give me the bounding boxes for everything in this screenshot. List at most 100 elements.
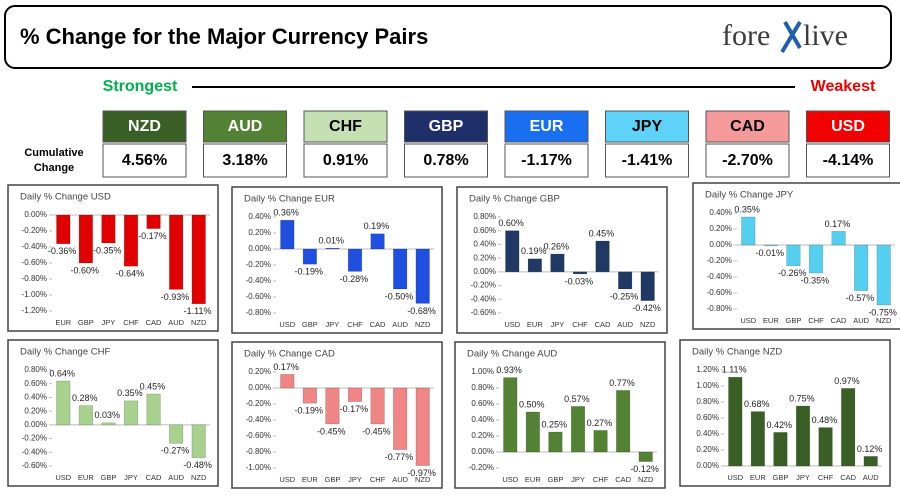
- data-label: 0.28%: [72, 393, 98, 403]
- x-tick-label: GBP: [548, 475, 564, 484]
- bar: [863, 456, 878, 467]
- x-tick-label: AUD: [392, 320, 408, 329]
- value-box: [303, 143, 388, 178]
- y-tick-label: 0.40%: [709, 208, 732, 217]
- currency-value: 0.78%: [423, 152, 468, 169]
- y-tick-label: 0.80%: [696, 397, 719, 406]
- x-tick-label: CHF: [123, 318, 139, 327]
- y-tick-label: -0.20%: [471, 281, 496, 290]
- chart-panel: Daily % Change CHF 0.80% 0.60% 0.40% 0.20% 0.…: [7, 339, 219, 487]
- currency-box: [102, 110, 187, 143]
- x-tick-label: EUR: [525, 475, 541, 484]
- y-tick-label: -0.60%: [22, 258, 47, 267]
- bar: [550, 253, 565, 273]
- bar: [763, 244, 778, 247]
- y-tick-label: 0.00%: [473, 267, 496, 276]
- bar: [325, 247, 340, 250]
- bar: [169, 214, 184, 290]
- x-tick-label: CAD: [595, 320, 611, 329]
- data-label: -0.35%: [93, 245, 122, 255]
- x-tick-label: NZD: [876, 316, 892, 325]
- logo-mark: [780, 20, 802, 54]
- bar: [572, 271, 588, 275]
- x-tick-label: NZD: [415, 475, 431, 484]
- y-tick-label: -0.40%: [22, 242, 47, 251]
- x-tick-label: JPY: [571, 475, 585, 484]
- data-label: -0.25%: [610, 291, 639, 301]
- bar: [525, 411, 540, 453]
- x-tick-label: CHF: [593, 475, 609, 484]
- data-label: -0.97%: [407, 468, 436, 478]
- chart-panel: Daily % Change NZD 1.20% 1.00% 0.80% 0.60% 0.…: [679, 339, 891, 487]
- currency-box: [806, 110, 890, 143]
- bar: [750, 411, 765, 467]
- y-tick-label: -0.80%: [246, 447, 271, 456]
- data-label: -0.68%: [407, 306, 436, 316]
- logo-left: fore: [722, 19, 770, 52]
- bar: [347, 248, 363, 272]
- x-tick-label: USD: [727, 473, 743, 482]
- x-tick-label: CAD: [615, 475, 631, 484]
- x-tick-label: USD: [279, 320, 295, 329]
- panel-frame: [7, 184, 219, 332]
- x-tick-label: CAD: [146, 473, 162, 482]
- x-tick-label: NZD: [191, 318, 207, 327]
- data-label: -0.42%: [632, 303, 661, 313]
- x-tick-label: JPY: [102, 318, 116, 327]
- chart-title: Daily % Change USD: [20, 192, 111, 203]
- currency-box: [605, 110, 689, 143]
- y-tick-label: -0.20%: [246, 260, 271, 269]
- data-label: -0.28%: [340, 274, 369, 284]
- bar: [808, 244, 824, 274]
- x-tick-label: EUR: [763, 316, 779, 325]
- x-tick-label: EUR: [750, 473, 766, 482]
- data-label: 0.50%: [519, 399, 545, 409]
- x-tick-label: AUD: [853, 316, 869, 325]
- x-tick-label: CAD: [831, 316, 847, 325]
- bar: [370, 233, 385, 250]
- currency-name: AUD: [228, 118, 263, 135]
- y-tick-label: 0.20%: [248, 367, 271, 376]
- data-label: 0.17%: [273, 362, 299, 372]
- x-tick-label: GBP: [773, 473, 789, 482]
- bar: [393, 248, 408, 290]
- y-tick-label: 0.40%: [696, 429, 719, 438]
- y-tick-label: 0.20%: [696, 445, 719, 454]
- x-tick-label: CHF: [818, 473, 834, 482]
- y-tick-label: -0.60%: [246, 431, 271, 440]
- bar: [78, 214, 93, 264]
- bar: [325, 387, 340, 425]
- y-tick-label: 0.00%: [696, 461, 719, 470]
- value-box: [806, 143, 890, 178]
- currency-name: GBP: [429, 118, 464, 135]
- x-tick-label: CAD: [840, 473, 856, 482]
- data-label: 0.19%: [521, 246, 547, 256]
- y-tick-label: 0.20%: [24, 406, 47, 415]
- currency-box: [203, 110, 287, 143]
- currency-name: CHF: [329, 118, 362, 135]
- x-tick-label: EUR: [527, 320, 543, 329]
- data-label: -0.57%: [846, 293, 875, 303]
- bar: [302, 387, 317, 404]
- y-tick-label: -0.20%: [707, 256, 732, 265]
- bar: [795, 405, 811, 467]
- bar: [548, 431, 563, 453]
- data-label: 1.11%: [722, 365, 747, 375]
- data-label: 0.77%: [609, 378, 635, 388]
- x-tick-label: CHF: [572, 320, 588, 329]
- y-tick-label: 0.40%: [471, 415, 494, 424]
- row-label-box: Cumulative Change: [24, 147, 83, 174]
- y-tick-label: 0.00%: [24, 210, 47, 219]
- y-tick-label: -0.20%: [22, 434, 47, 443]
- bar: [831, 231, 846, 246]
- y-tick-label: -0.40%: [471, 294, 496, 303]
- bar: [280, 374, 295, 389]
- data-label: 0.27%: [587, 418, 613, 428]
- data-label: 0.03%: [95, 410, 121, 420]
- bar: [393, 387, 408, 450]
- y-tick-label: 0.00%: [709, 240, 732, 249]
- data-label: 0.64%: [49, 368, 75, 378]
- bar: [191, 214, 206, 305]
- data-label: -0.75%: [868, 307, 897, 317]
